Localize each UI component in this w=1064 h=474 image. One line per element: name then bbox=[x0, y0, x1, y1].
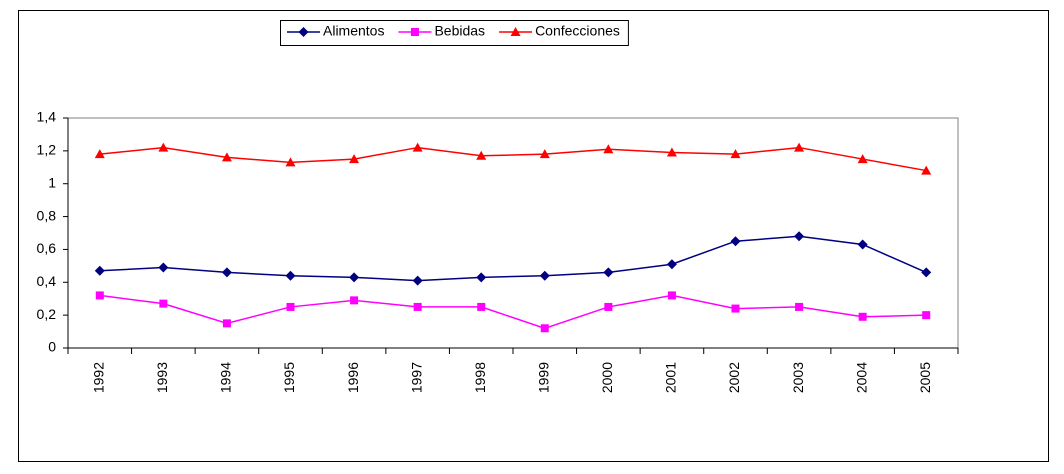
x-tick-label: 2003 bbox=[790, 362, 806, 393]
legend-marker bbox=[410, 28, 419, 36]
x-tick-label: 2000 bbox=[599, 362, 615, 393]
y-tick-label: 0,8 bbox=[37, 207, 57, 223]
y-tick-label: 1 bbox=[48, 174, 56, 190]
x-tick-label: 2004 bbox=[853, 362, 869, 393]
y-tick-label: 0,6 bbox=[37, 240, 57, 256]
legend-marker bbox=[298, 27, 309, 37]
legend-marker bbox=[510, 27, 521, 36]
y-tick-label: 0 bbox=[48, 339, 56, 355]
y-tick-label: 1,4 bbox=[37, 109, 57, 125]
data-point bbox=[158, 142, 169, 152]
data-point bbox=[603, 144, 614, 154]
data-point bbox=[221, 152, 232, 162]
data-point bbox=[476, 150, 487, 160]
data-point bbox=[857, 239, 868, 250]
y-tick-label: 1,2 bbox=[37, 142, 57, 158]
data-point bbox=[286, 302, 295, 311]
data-point bbox=[95, 291, 104, 300]
data-point bbox=[222, 319, 231, 328]
data-point bbox=[221, 267, 232, 278]
data-point bbox=[795, 302, 804, 311]
x-tick-label: 1994 bbox=[218, 362, 234, 393]
x-tick-label: 1996 bbox=[345, 362, 361, 393]
x-tick-label: 2002 bbox=[726, 362, 742, 393]
data-point bbox=[476, 272, 487, 283]
data-point bbox=[858, 312, 867, 321]
series-line bbox=[99, 146, 927, 172]
data-point bbox=[285, 270, 296, 281]
x-tick-label: 1993 bbox=[154, 362, 170, 393]
x-tick-label: 2005 bbox=[917, 362, 933, 393]
data-point bbox=[922, 311, 931, 320]
data-point bbox=[349, 272, 360, 283]
series-line bbox=[99, 294, 927, 330]
data-point bbox=[730, 149, 741, 159]
data-point bbox=[477, 302, 486, 311]
y-tick-label: 0,4 bbox=[37, 273, 57, 289]
data-point bbox=[349, 154, 360, 164]
data-point bbox=[350, 296, 359, 305]
data-point bbox=[94, 149, 105, 159]
series-line bbox=[99, 235, 927, 282]
x-tick-label: 1998 bbox=[472, 362, 488, 393]
data-point bbox=[604, 302, 613, 311]
x-tick-label: 1999 bbox=[535, 362, 551, 393]
data-point bbox=[666, 147, 677, 157]
x-tick-label: 1997 bbox=[408, 362, 424, 393]
x-tick-label: 1995 bbox=[281, 362, 297, 393]
data-point bbox=[921, 267, 932, 278]
x-tick-label: 1992 bbox=[90, 362, 106, 393]
data-point bbox=[539, 149, 550, 159]
data-point bbox=[794, 231, 805, 242]
data-point bbox=[412, 275, 423, 286]
data-point bbox=[413, 302, 422, 311]
chart-frame bbox=[18, 10, 1049, 462]
data-point bbox=[94, 265, 105, 276]
legend-box bbox=[280, 20, 629, 46]
data-point bbox=[412, 142, 423, 152]
legend-label: Bebidas bbox=[434, 23, 485, 39]
data-point bbox=[666, 259, 677, 270]
data-point bbox=[731, 304, 740, 313]
y-tick-label: 0,2 bbox=[37, 306, 57, 322]
legend: Alimentos Bebidas Confecciones bbox=[280, 20, 629, 46]
legend-label: Alimentos bbox=[323, 23, 384, 39]
legend-label: Confecciones bbox=[535, 23, 620, 39]
data-point bbox=[540, 324, 549, 333]
data-point bbox=[159, 299, 168, 308]
data-point bbox=[794, 142, 805, 152]
data-point bbox=[921, 165, 932, 175]
data-point bbox=[667, 291, 676, 300]
data-point bbox=[857, 154, 868, 164]
x-tick-label: 2001 bbox=[663, 362, 679, 393]
data-point bbox=[730, 236, 741, 247]
data-point bbox=[158, 262, 169, 273]
data-point bbox=[603, 267, 614, 278]
data-point bbox=[285, 157, 296, 167]
data-point bbox=[539, 270, 550, 281]
